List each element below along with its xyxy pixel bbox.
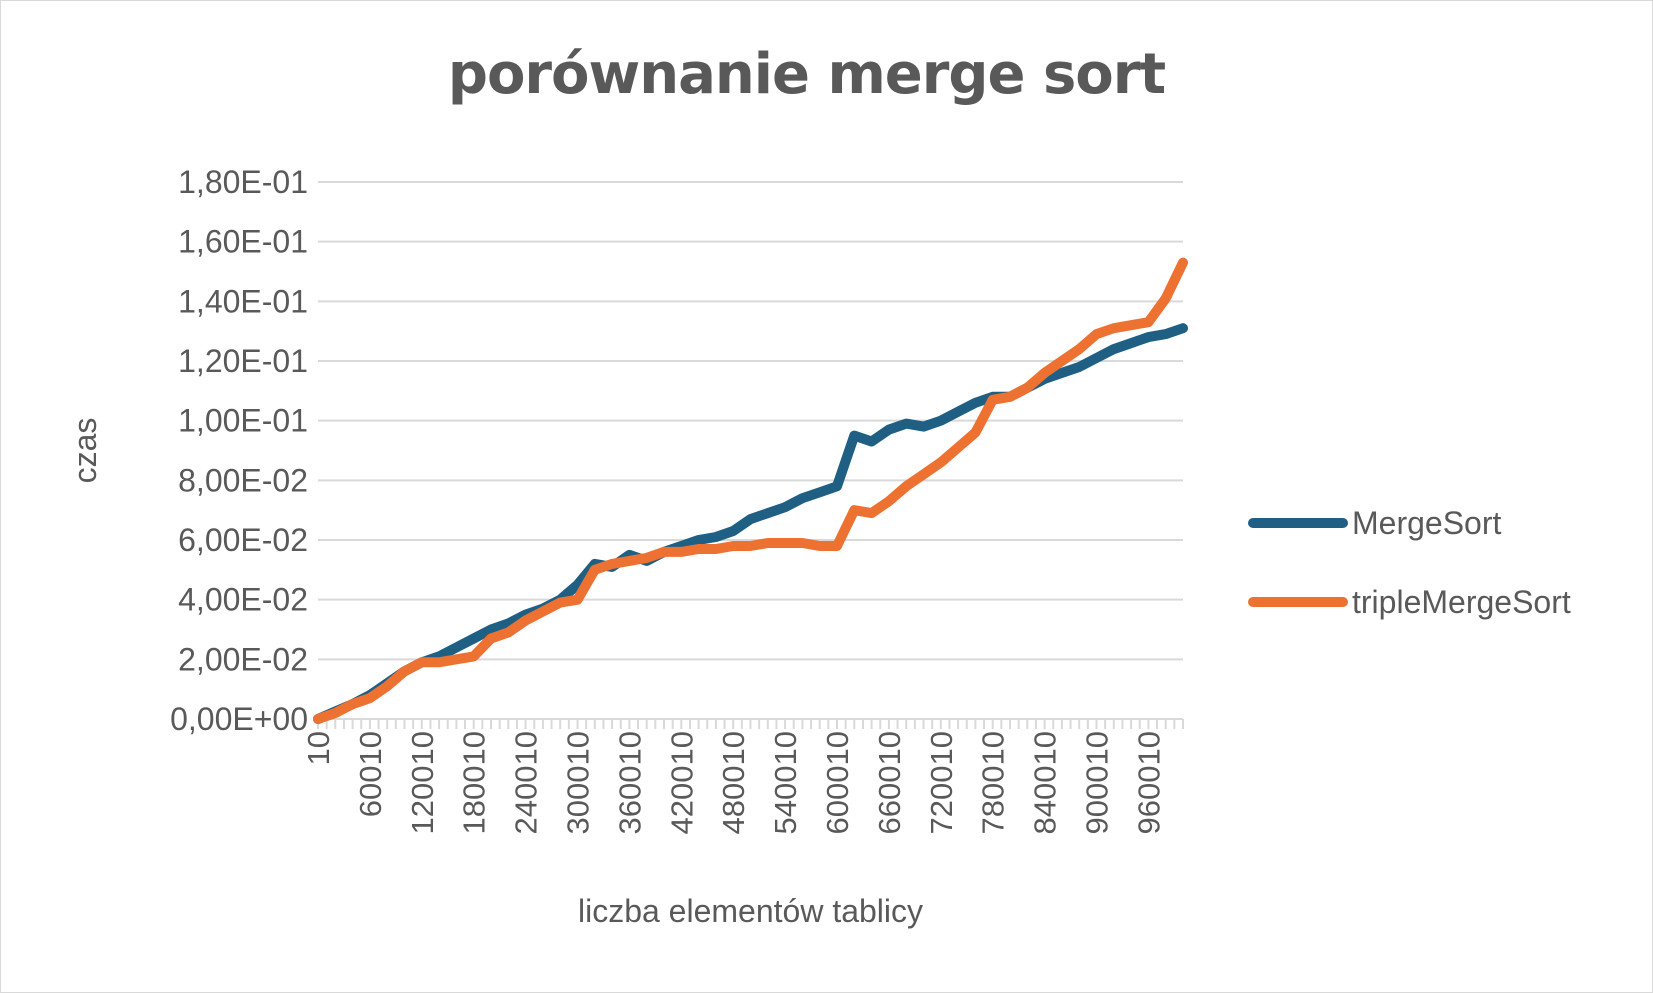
x-axis-label: liczba elementów tablicy [578, 893, 923, 929]
y-tick-label: 1,40E-01 [178, 283, 308, 319]
y-tick-label: 1,00E-01 [178, 403, 308, 439]
legend-label: MergeSort [1352, 505, 1502, 541]
x-tick-label: 540010 [768, 731, 803, 834]
x-tick-label: 120010 [405, 731, 440, 834]
series-lines [313, 257, 1188, 724]
y-tick-label: 8,00E-02 [178, 462, 308, 498]
legend-label: tripleMergeSort [1352, 584, 1571, 620]
x-tick-label: 900010 [1080, 731, 1115, 834]
gridlines [318, 181, 1183, 720]
x-tick-label: 960010 [1131, 731, 1166, 834]
x-tick-label: 480010 [716, 731, 751, 834]
x-tick-label: 720010 [924, 731, 959, 834]
x-tick-label: 300010 [561, 731, 596, 834]
y-axis-ticks: 0,00E+00 2,00E-02 4,00E-02 6,00E-02 8,00E-02… [170, 164, 308, 737]
x-axis: 10 60010 120010 180010 240010 300010 360010 420… [301, 718, 1184, 834]
y-axis-label: czas [67, 418, 103, 484]
x-tick-label: 60010 [353, 731, 388, 817]
x-tick-label: 600010 [820, 731, 855, 834]
y-tick-label: 1,80E-01 [178, 164, 308, 200]
x-tick-label: 240010 [509, 731, 544, 834]
y-tick-label: 0,00E+00 [170, 701, 308, 737]
x-tick-label: 360010 [612, 731, 647, 834]
x-tick-label: 660010 [872, 731, 907, 834]
x-tick-label: 840010 [1028, 731, 1063, 834]
legend: MergeSort tripleMergeSort [1248, 505, 1571, 620]
chart-title: porównanie merge sort [447, 42, 1166, 107]
x-tick-label: 180010 [457, 731, 492, 834]
y-tick-label: 6,00E-02 [178, 522, 308, 558]
x-tick-label: 10 [301, 731, 336, 765]
y-tick-label: 2,00E-02 [178, 641, 308, 677]
y-tick-label: 1,60E-01 [178, 224, 308, 260]
y-tick-label: 1,20E-01 [178, 343, 308, 379]
series-line-tripleMergeSort [313, 257, 1188, 724]
x-tick-label: 420010 [664, 731, 699, 834]
y-tick-label: 4,00E-02 [178, 582, 308, 618]
x-tick-label: 780010 [976, 731, 1011, 834]
